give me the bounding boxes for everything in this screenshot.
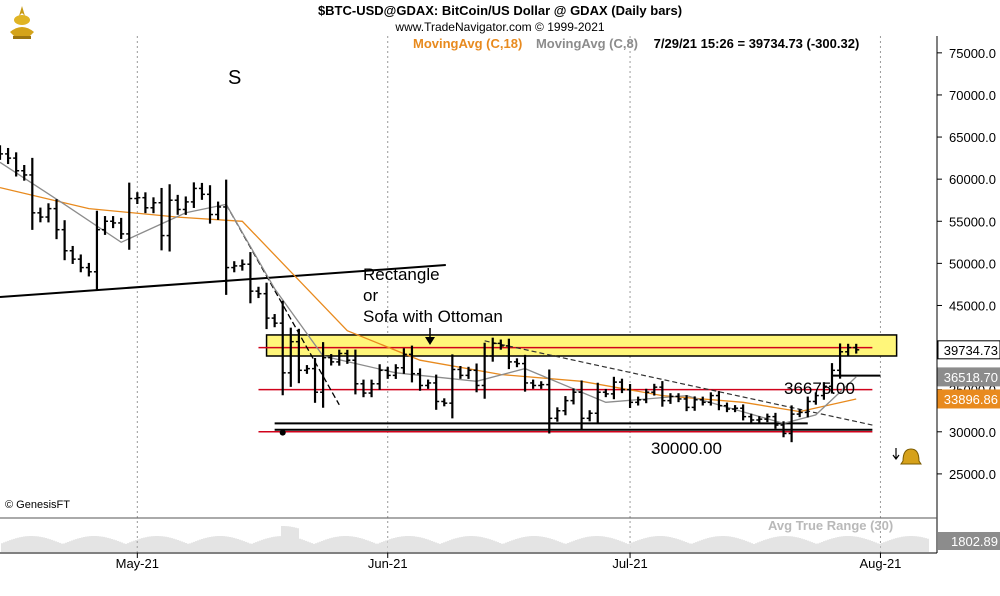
x-tick-label: Jun-21 [368, 556, 408, 571]
ma8-price-box [937, 367, 1000, 387]
sofa-arrow-head [425, 337, 435, 345]
y-tick-label: 50000.0 [949, 256, 996, 271]
ma8-price-box-text: 36518.70 [944, 370, 998, 385]
sofa-highlight [265, 334, 898, 357]
last-price-box [937, 340, 1000, 360]
rectangle-trendline [0, 264, 446, 299]
legend-ma-18[interactable]: MovingAvg (C,18) [413, 36, 523, 51]
annotations: S Rectangle or Sofa with Ottoman 36675.00 300… [228, 67, 922, 465]
y-tick-label: 25000.0 [949, 467, 996, 482]
x-tick-label: Jul-21 [612, 556, 647, 571]
alert-bell-body [900, 448, 922, 465]
ma18-price-box-text: 33896.86 [944, 392, 998, 407]
y-tick-label: 75000.0 [949, 46, 996, 61]
last-quote: 7/29/21 15:26 = 39734.73 (-300.32) [653, 36, 860, 51]
last-price-box-text: 39734.73 [944, 343, 998, 358]
price-boxes: 39734.73 36518.70 33896.86 1802.89 [937, 340, 1000, 550]
y-tick-label: 30000.0 [949, 425, 996, 440]
copyright-text: www.TradeNavigator.com © 1999-2021 [395, 20, 605, 34]
grid-lines [136, 36, 881, 553]
axes: May-21 Jun-21 Jul-21 Aug-21 75000.0 70000.0 65… [0, 36, 996, 571]
atr-label[interactable]: Avg True Range (30) [768, 518, 894, 533]
level-low-label-bg [650, 438, 730, 456]
y-tick-label: 45000.0 [949, 298, 996, 313]
sofa-label: Sofa with Ottoman [363, 307, 503, 326]
ma18-price-box [937, 389, 1000, 409]
y-tick-label: 60000.0 [949, 172, 996, 187]
ohlc-bars [0, 145, 860, 443]
indicator-legend: MovingAvg (C,18) MovingAvg (C,8) 7/29/21… [413, 36, 859, 51]
trade-navigator-logo-icon [4, 4, 40, 40]
low-marker-dot [279, 429, 286, 436]
legend-ma-8[interactable]: MovingAvg (C,8) [535, 36, 639, 51]
atr-price-box-text: 1802.89 [951, 534, 998, 549]
s-mark-label: S [228, 67, 241, 89]
sofa-highlight-box [265, 334, 898, 357]
atr-volume-panel [1, 526, 929, 552]
atr-price-box [938, 532, 1000, 550]
x-tick-label: May-21 [116, 556, 159, 571]
y-tick-label: 70000.0 [949, 88, 996, 103]
genesis-credit: © GenesisFT [5, 499, 70, 511]
rectangle-label: Rectangle [363, 265, 440, 284]
y-tick-label: 65000.0 [949, 130, 996, 145]
alert-bell-icon[interactable] [892, 448, 922, 465]
alert-arrow [892, 448, 900, 460]
x-tick-label: Aug-21 [859, 556, 901, 571]
or-label: or [363, 286, 378, 305]
chart-title: $BTC-USD@GDAX: BitCoin/US Dollar @ GDAX … [317, 3, 683, 18]
level-mid-label: 36675.00 [784, 379, 855, 398]
level-lines [258, 346, 881, 433]
y-tick-label: 55000.0 [949, 214, 996, 229]
level-low-label: 30000.00 [651, 439, 722, 458]
